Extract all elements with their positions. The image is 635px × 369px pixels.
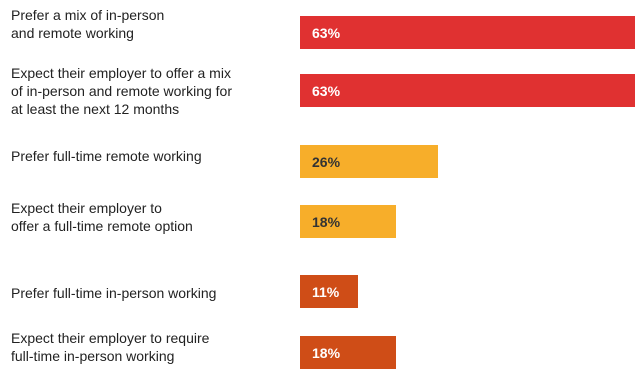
bar [300, 336, 396, 369]
category-label: Expect their employer to require full-ti… [11, 330, 210, 364]
data-label: 11% [312, 284, 340, 300]
category-label: Prefer full-time in-person working [11, 285, 217, 301]
bar [300, 16, 635, 49]
category-label: Expect their employer to offer a full-ti… [11, 200, 193, 234]
data-label: 18% [312, 345, 341, 361]
data-label: 26% [312, 154, 341, 170]
data-label: 18% [312, 214, 341, 230]
bar [300, 275, 358, 308]
bar [300, 205, 396, 238]
data-label: 63% [312, 25, 341, 41]
bar [300, 145, 438, 178]
category-label: Expect their employer to offer a mix of … [11, 65, 232, 117]
bar [300, 74, 635, 107]
data-label: 63% [312, 83, 341, 99]
category-label: Prefer a mix of in-person and remote wor… [11, 7, 165, 41]
category-label: Prefer full-time remote working [11, 148, 202, 164]
